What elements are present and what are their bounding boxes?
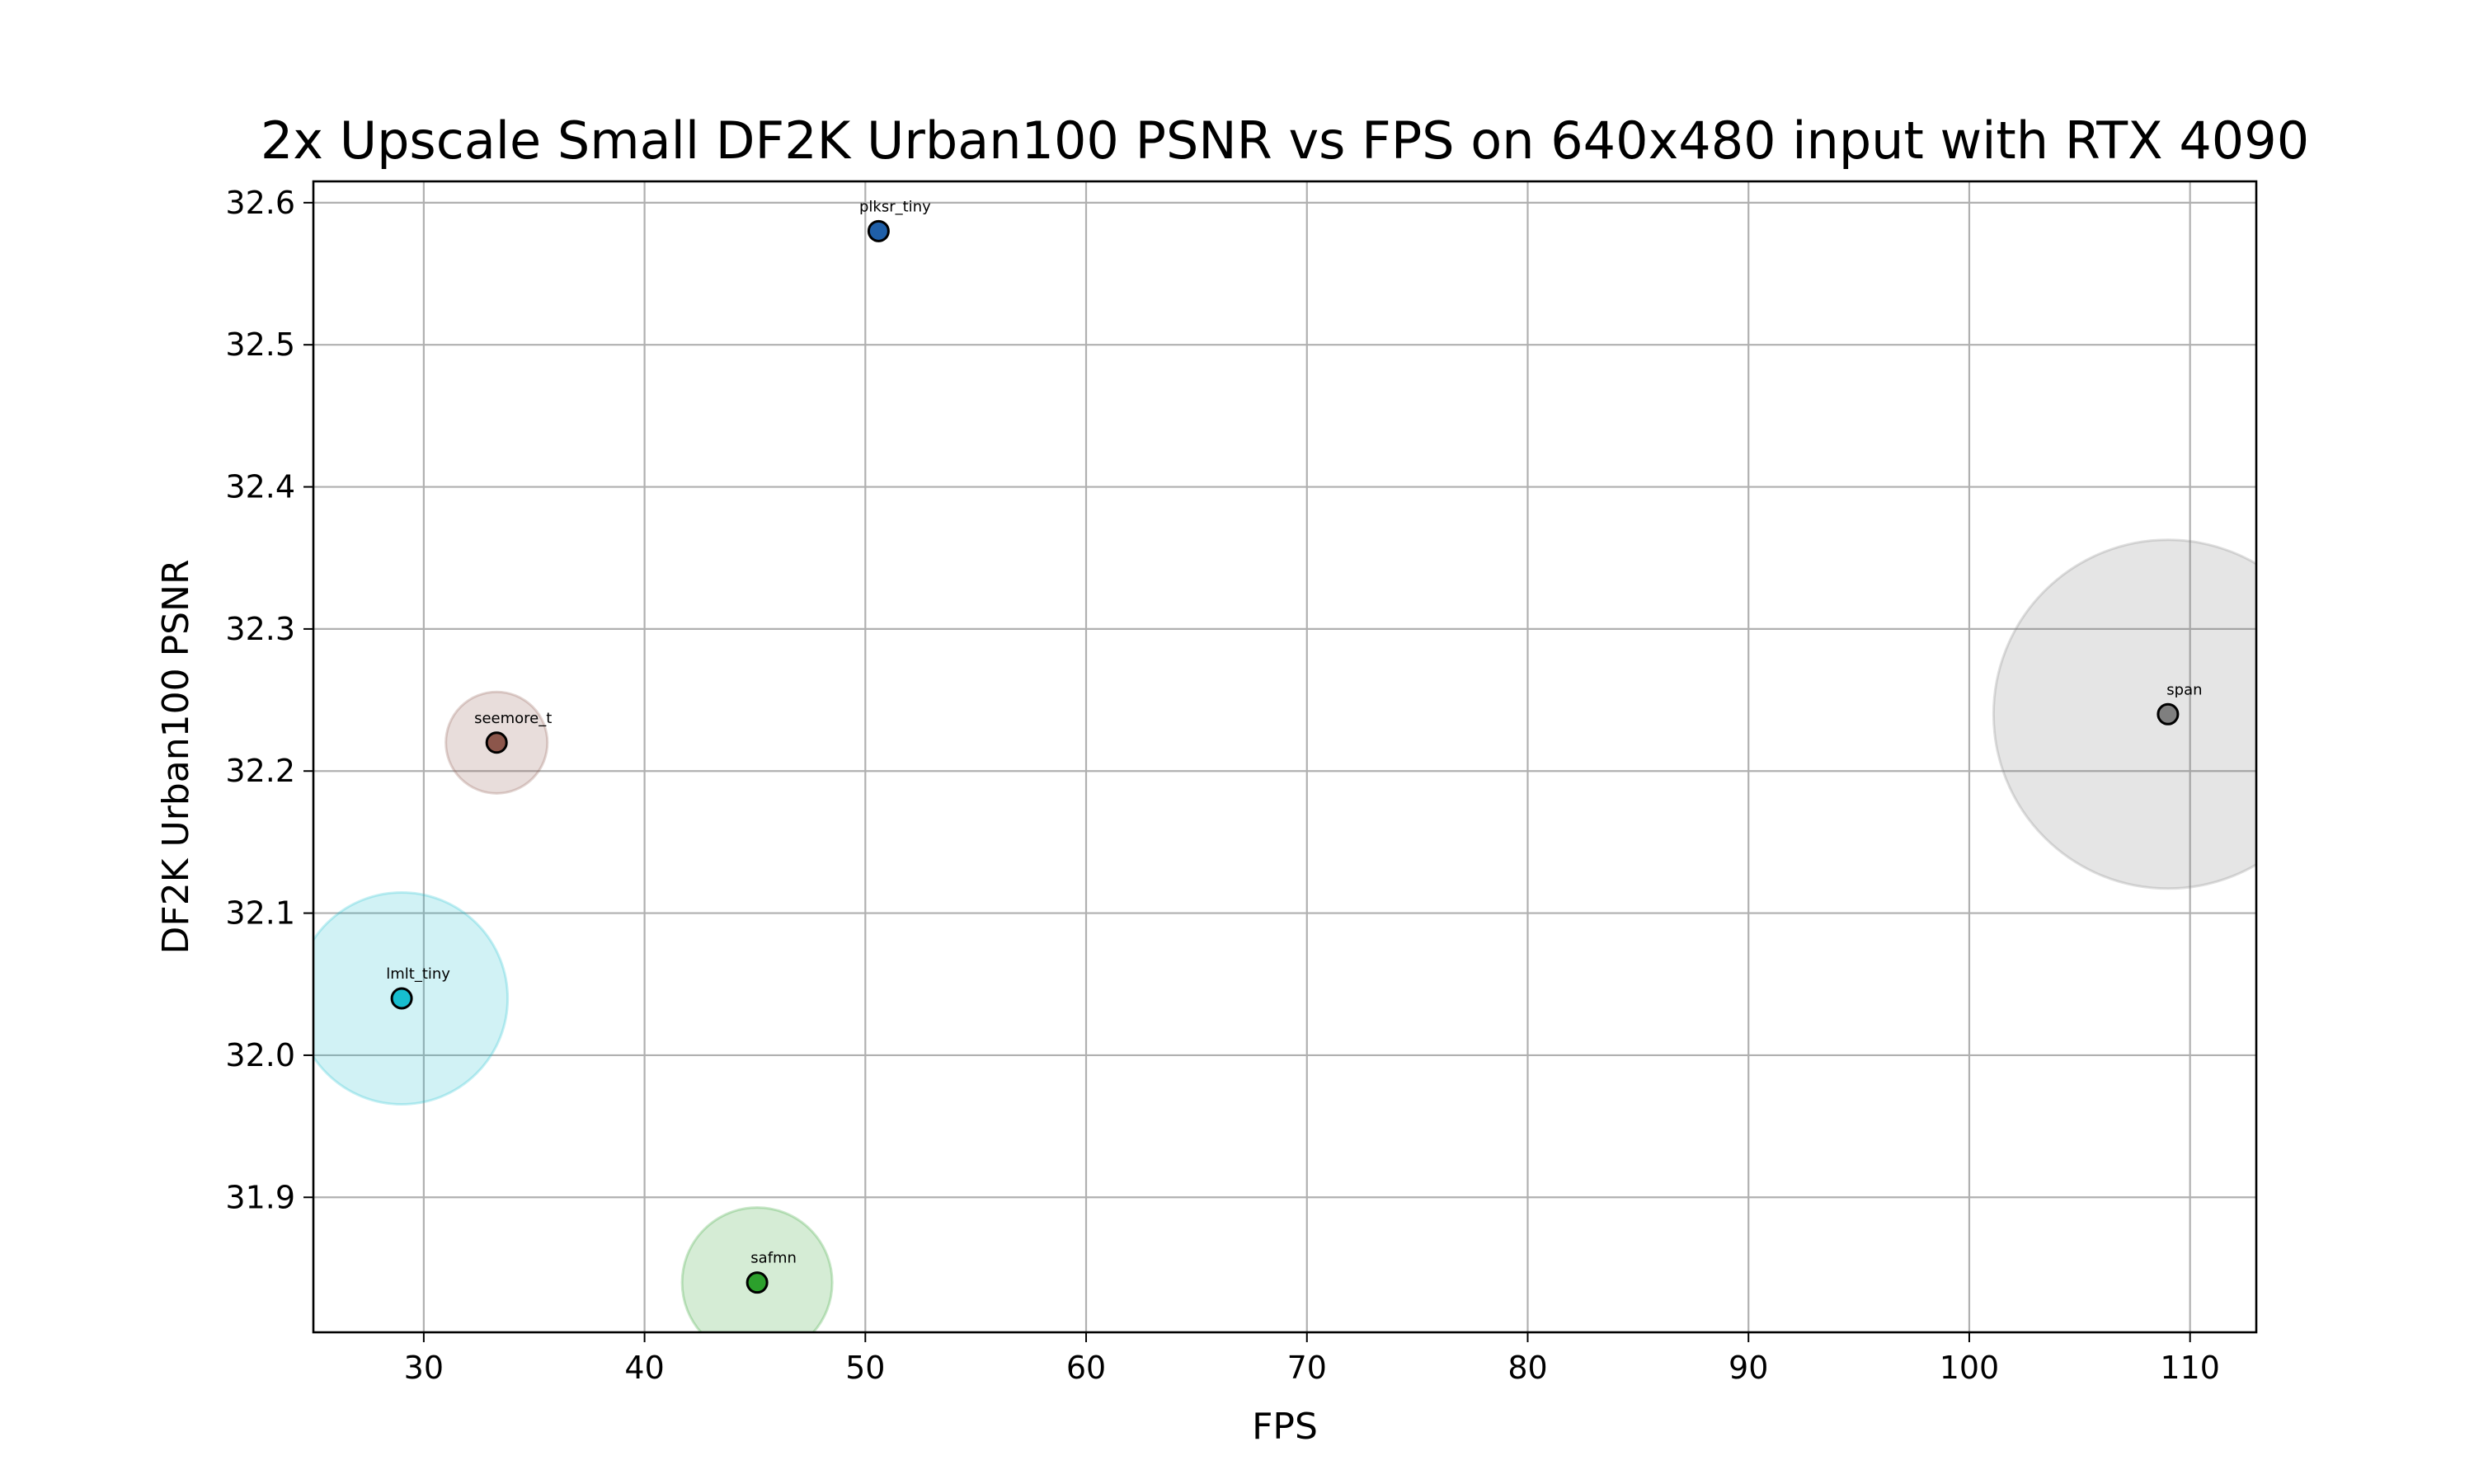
grid-layer	[313, 181, 2256, 1332]
plot-frame	[312, 180, 2258, 1334]
x-tick-label: 30	[404, 1350, 444, 1386]
x-tick-label: 40	[624, 1350, 664, 1386]
y-tick-label: 32.5	[225, 326, 295, 363]
x-tick-label: 70	[1287, 1350, 1327, 1386]
y-tick-label: 31.9	[225, 1179, 295, 1215]
halo-safmn	[680, 1206, 834, 1332]
y-axis-label: DF2K Urban100 PSNR	[155, 559, 197, 954]
tick-layer: 30 40 50 60 70 80 90 100 110 31.9 32.0 32.1 32.2 32.3…	[225, 185, 2220, 1386]
x-tick-label: 90	[1729, 1350, 1768, 1386]
point-lmlt-tiny	[390, 987, 413, 1010]
halo-span	[1992, 538, 2256, 890]
point-label-lmlt-tiny: lmlt_tiny	[386, 965, 450, 983]
point-label-safmn: safmn	[750, 1250, 797, 1267]
chart-title: 2x Upscale Small DF2K Urban100 PSNR vs F…	[261, 110, 2309, 171]
halo-layer	[313, 538, 2256, 1332]
y-tick-label: 32.3	[225, 611, 295, 647]
point-label-seemore-t: seemore_t	[474, 710, 552, 727]
y-tick-label: 32.6	[225, 185, 295, 221]
point-safmn	[745, 1271, 769, 1294]
x-axis-label: FPS	[1252, 1406, 1318, 1448]
y-tick-label: 32.1	[225, 895, 295, 932]
x-tick-label: 50	[845, 1350, 885, 1386]
x-tick-label: 110	[2160, 1350, 2220, 1386]
point-seemore-t	[485, 731, 508, 754]
y-tick-label: 32.0	[225, 1037, 295, 1073]
y-tick-label: 32.2	[225, 753, 295, 789]
x-tick-label: 60	[1066, 1350, 1106, 1386]
x-tick-label: 100	[1940, 1350, 2000, 1386]
point-label-plksr-tiny: plksr_tiny	[859, 198, 931, 215]
y-tick-label: 32.4	[225, 469, 295, 505]
point-span	[2157, 702, 2180, 726]
point-label-span: span	[2166, 681, 2202, 698]
point-plksr-tiny	[867, 219, 890, 242]
x-tick-label: 80	[1507, 1350, 1547, 1386]
